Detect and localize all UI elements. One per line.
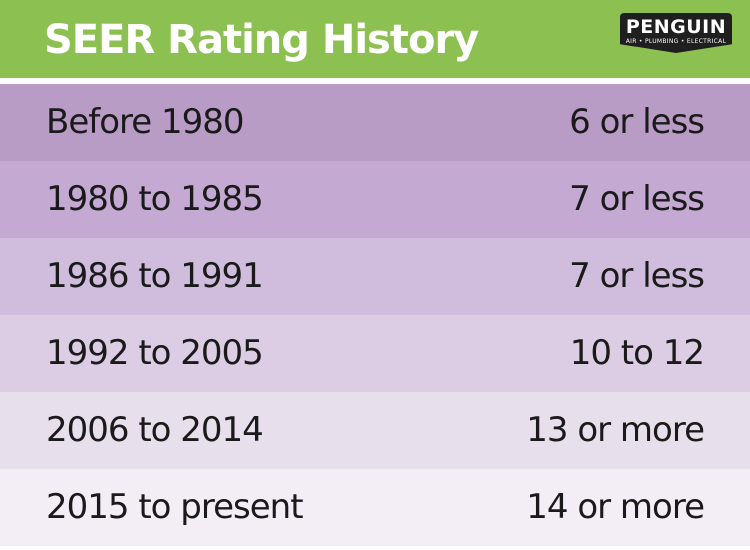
table-row: 2015 to present 14 or more [0,469,750,546]
seer-value-cell: 7 or less [569,256,705,296]
header-divider [0,78,750,84]
period-cell: 2015 to present [46,487,304,527]
seer-value-cell: 7 or less [569,179,705,219]
period-cell: Before 1980 [46,102,244,142]
table-row: 1992 to 2005 10 to 12 [0,315,750,392]
page-title: SEER Rating History [44,17,479,63]
table-row: 1980 to 1985 7 or less [0,161,750,238]
logo-wordmark: PENGUIN [625,16,727,38]
bottom-border [0,546,750,550]
period-cell: 1980 to 1985 [46,179,264,219]
seer-table: Before 1980 6 or less 1980 to 1985 7 or … [0,84,750,546]
seer-value-cell: 10 to 12 [569,333,705,373]
period-cell: 1992 to 2005 [46,333,264,373]
period-cell: 1986 to 1991 [46,256,264,296]
logo-badge-shape [620,13,732,53]
table-row: 1986 to 1991 7 or less [0,238,750,315]
period-cell: 2006 to 2014 [46,410,264,450]
header-bar: SEER Rating History PENGUIN AIR • PLUMBI… [0,0,750,78]
seer-value-cell: 13 or more [526,410,705,450]
penguin-logo: PENGUIN AIR • PLUMBING • ELECTRICAL [620,13,732,63]
logo-tagline: AIR • PLUMBING • ELECTRICAL [625,38,727,45]
table-row: Before 1980 6 or less [0,84,750,161]
seer-value-cell: 14 or more [526,487,705,527]
table-row: 2006 to 2014 13 or more [0,392,750,469]
seer-value-cell: 6 or less [569,102,705,142]
